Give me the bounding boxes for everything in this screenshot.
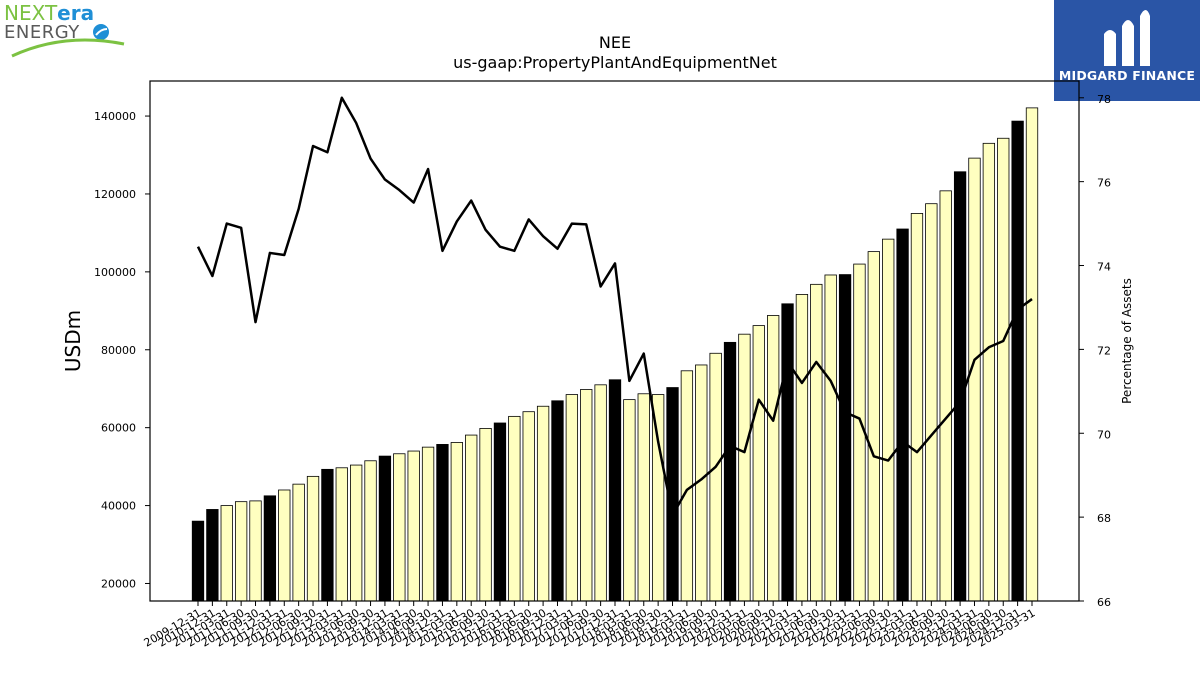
- bar-2012-03-31: [278, 489, 291, 602]
- bar-2014-06-30: [407, 450, 420, 602]
- bar-2022-12-31: [896, 228, 909, 602]
- bar-2013-03-31: [335, 467, 348, 602]
- bar-2023-03-31: [910, 213, 924, 602]
- bar-2019-09-30: [709, 352, 722, 602]
- y-tick-label: 60000: [101, 422, 136, 435]
- bar-2018-09-30: [651, 394, 665, 602]
- bar-2015-12-31: [493, 422, 507, 602]
- bar-2017-09-30: [594, 384, 607, 602]
- bar-2021-09-30: [824, 274, 837, 602]
- bars-group: [191, 107, 1039, 602]
- y2-tick-label: 76: [1097, 177, 1111, 190]
- bar-2015-09-30: [479, 428, 492, 602]
- chart-title: NEE: [599, 33, 631, 52]
- bar-2023-06-30: [925, 203, 938, 602]
- percentage-line: [196, 96, 1033, 517]
- y-tick-label: 140000: [94, 110, 136, 123]
- y2-tick-label: 70: [1097, 428, 1111, 441]
- bar-2010-12-31: [206, 509, 219, 602]
- bar-2014-03-31: [393, 453, 406, 602]
- bar-2009-12-31: [191, 520, 205, 602]
- bar-2017-12-31: [608, 379, 622, 602]
- bar-2013-12-31: [378, 455, 392, 602]
- bar-2011-03-31: [220, 505, 233, 602]
- bar-2015-06-30: [465, 434, 478, 602]
- y2-tick-label: 66: [1097, 596, 1111, 609]
- bar-2020-09-30: [767, 315, 780, 602]
- y2-tick-label: 68: [1097, 512, 1111, 525]
- logo-swoosh-icon: [11, 24, 125, 58]
- bar-2017-03-31: [565, 394, 579, 602]
- bar-2014-12-31: [436, 444, 449, 602]
- y-tick-label: 120000: [94, 188, 136, 201]
- bar-2025-03-31: [1025, 107, 1039, 602]
- chart-subtitle: us-gaap:PropertyPlantAndEquipmentNet: [453, 53, 777, 72]
- bar-2021-03-31: [795, 294, 809, 602]
- bar-2012-12-31: [321, 468, 334, 602]
- x-axis: 2009-12-312010-12-312011-03-312011-06-30…: [142, 601, 1038, 650]
- bar-2024-03-31: [968, 157, 981, 602]
- bar-2022-06-30: [867, 251, 880, 602]
- y2-axis: 66 68 70 72 74 76 78: [1079, 93, 1111, 609]
- bar-2021-06-30: [810, 283, 823, 602]
- bar-2020-06-30: [752, 325, 765, 602]
- bar-2020-12-31: [781, 303, 794, 602]
- midgard-emblem-icon: [1104, 10, 1150, 66]
- logo-word-era: era: [57, 1, 95, 25]
- bar-2012-06-30: [292, 483, 305, 602]
- bar-2023-09-30: [939, 190, 952, 602]
- bar-2012-09-30: [306, 475, 320, 602]
- bar-2018-06-30: [637, 393, 650, 602]
- bar-2018-03-31: [623, 399, 636, 602]
- y-tick-label: 100000: [94, 266, 136, 279]
- logo-next-era: NEXTera: [4, 2, 94, 24]
- plot-frame: [149, 80, 1080, 602]
- midgard-finance-logo: MIDGARD FINANCE: [1054, 0, 1200, 101]
- y2-tick-label: 78: [1097, 93, 1111, 106]
- bar-2024-12-31: [1011, 120, 1024, 602]
- nextera-energy-logo: NEXTera ENERGY: [4, 2, 128, 60]
- bar-2022-09-30: [882, 238, 895, 602]
- line-group: [196, 96, 1033, 517]
- midgard-finance-text: MIDGARD FINANCE: [1058, 68, 1196, 83]
- y-tick-label: 20000: [101, 577, 136, 590]
- logo-word-energy: ENERGY: [4, 22, 80, 43]
- bar-2013-09-30: [364, 460, 377, 602]
- bar-2016-03-31: [508, 415, 521, 602]
- bar-2015-03-31: [450, 442, 463, 602]
- bar-2011-09-30: [249, 500, 262, 602]
- bar-2021-12-31: [838, 274, 852, 602]
- bar-2017-06-30: [580, 389, 593, 602]
- y-axis-label: USDm: [61, 310, 85, 372]
- bar-2011-12-31: [263, 495, 277, 602]
- bar-2024-09-30: [997, 137, 1010, 602]
- bar-2020-03-31: [738, 333, 751, 602]
- y2-axis-label: Percentage of Assets: [1120, 278, 1134, 404]
- y2-tick-label: 72: [1097, 344, 1111, 357]
- logo-word-next: NEXT: [4, 1, 58, 25]
- bar-2014-09-30: [421, 446, 435, 602]
- bar-2016-12-31: [551, 400, 564, 602]
- y-tick-label: 80000: [101, 344, 136, 357]
- y2-tick-label: 74: [1097, 261, 1111, 274]
- bar-2016-09-30: [536, 405, 550, 602]
- bar-2024-06-30: [982, 142, 996, 602]
- y-tick-label: 40000: [101, 500, 136, 513]
- bar-2016-06-30: [522, 411, 535, 602]
- bar-2013-06-30: [350, 464, 363, 602]
- y-axis: 20000 40000 60000 80000 100000 120000 140000: [94, 110, 150, 590]
- bar-2011-06-30: [234, 501, 248, 602]
- bar-2019-12-31: [723, 341, 737, 602]
